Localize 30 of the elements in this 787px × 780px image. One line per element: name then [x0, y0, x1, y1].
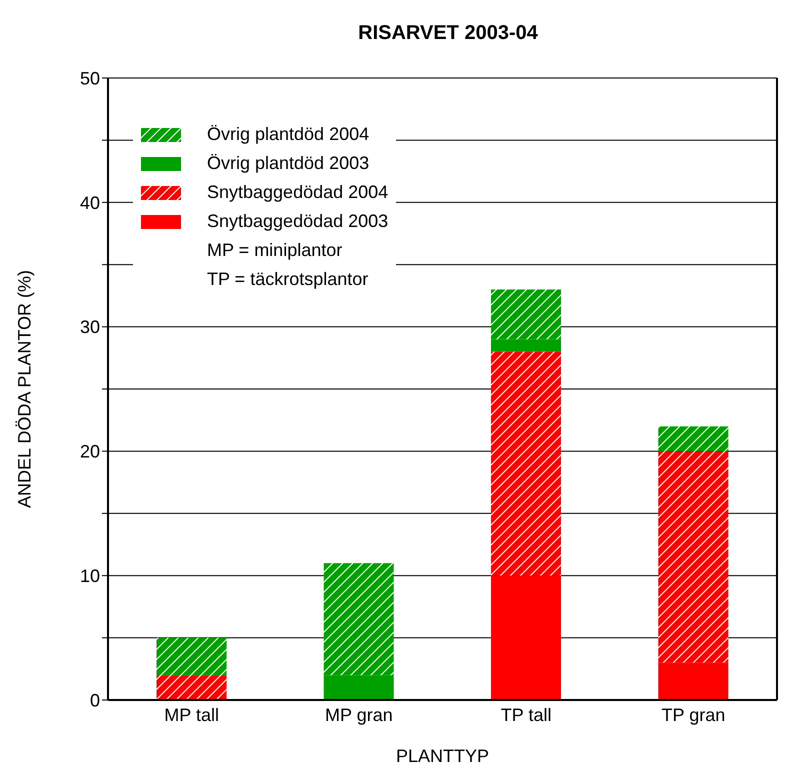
y-tick-label: 30: [80, 317, 100, 338]
bar: [491, 289, 562, 340]
bar: [658, 662, 728, 700]
bar: [658, 451, 728, 663]
y-tick-label: 10: [80, 566, 100, 586]
bar: [491, 352, 562, 576]
chart-title: RISARVET 2003-04: [357, 22, 539, 45]
y-axis-title: ANDEL DÖDA PLANTOR (%): [14, 270, 34, 508]
x-tick-label: TP gran: [662, 704, 726, 725]
legend-label: Övrig plantdöd 2003: [207, 152, 370, 175]
legend-label: Snytbaggedödad 2003: [207, 210, 388, 233]
x-tick-label: MP gran: [325, 704, 393, 725]
bar: [324, 563, 394, 676]
bar: [156, 638, 227, 676]
y-tick-label: 0: [90, 690, 100, 710]
bar: [491, 576, 562, 700]
x-axis-title: PLANTTYP: [396, 746, 490, 766]
y-tick-label: 50: [80, 68, 100, 88]
annotation: TP = täckrotsplantor: [206, 268, 370, 291]
bar: [491, 339, 562, 352]
bar: [658, 426, 728, 452]
bar: [156, 675, 227, 700]
x-tick-label: MP tall: [164, 704, 219, 725]
x-tick-label: TP tall: [500, 704, 552, 725]
bar: [324, 675, 394, 700]
annotation: MP = miniplantor: [206, 239, 344, 262]
y-tick-label: 20: [80, 442, 100, 462]
y-tick-label: 40: [80, 192, 100, 213]
legend-label: Snytbaggedödad 2004: [207, 181, 388, 204]
legend-label: Övrig plantdöd 2004: [207, 123, 370, 146]
